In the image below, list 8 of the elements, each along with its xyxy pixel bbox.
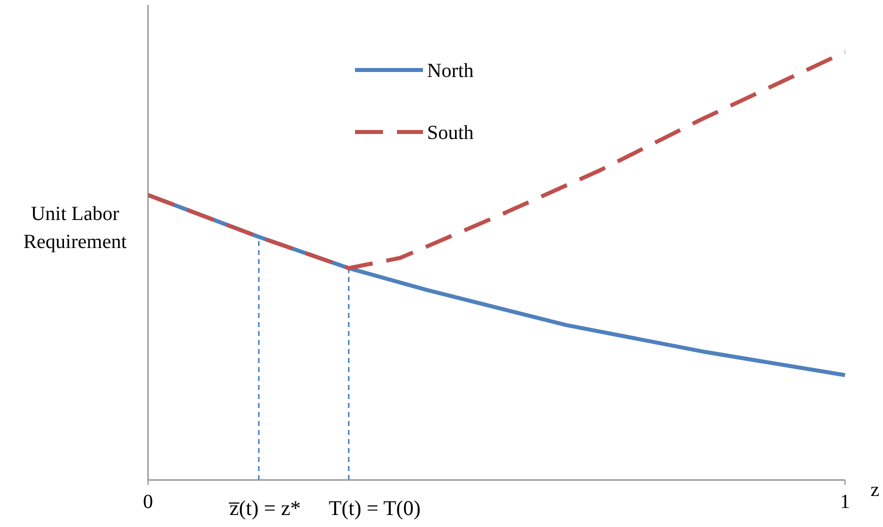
x-tick-label: 1 bbox=[840, 491, 850, 513]
legend-label: North bbox=[427, 60, 474, 82]
ref-line-label: z̅(t) = z* bbox=[228, 496, 301, 520]
x-tick-label: 0 bbox=[143, 491, 153, 513]
legend-label: South bbox=[427, 122, 474, 144]
ref-line-label: T(t) = T(0) bbox=[328, 496, 421, 520]
y-axis-title: Unit Labor Requirement bbox=[23, 203, 128, 253]
x-axis-title: z bbox=[870, 479, 880, 501]
